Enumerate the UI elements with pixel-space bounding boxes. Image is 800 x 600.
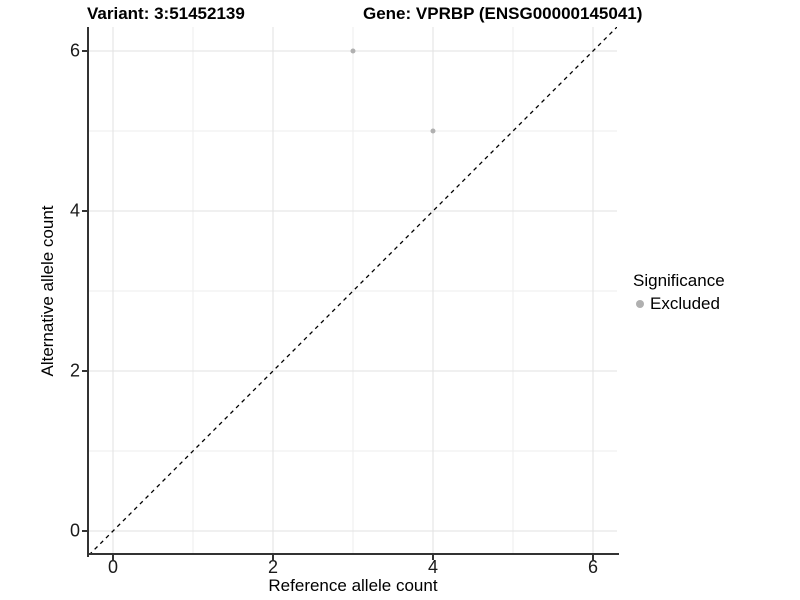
legend: Significance Excluded (633, 271, 725, 314)
y-tick-label: 2 (69, 360, 80, 381)
x-tick-mark (272, 555, 274, 560)
y-tick-label: 4 (69, 200, 80, 221)
y-tick-label: 6 (69, 40, 80, 61)
y-tick-mark (82, 370, 87, 372)
data-point (430, 128, 436, 134)
y-tick-mark (82, 530, 87, 532)
x-tick-label: 6 (587, 557, 599, 577)
y-tick-mark (82, 210, 87, 212)
plot-canvas (89, 27, 617, 555)
x-tick-label: 0 (107, 557, 119, 577)
x-tick-mark (592, 555, 594, 560)
legend-title: Significance (633, 271, 725, 290)
variant-title: Variant: 3:51452139 (87, 4, 245, 23)
x-tick-label: 2 (267, 557, 279, 577)
x-tick-mark (112, 555, 114, 560)
data-point (350, 48, 356, 54)
y-tick-mark (82, 50, 87, 52)
y-axis-line (87, 27, 89, 557)
y-tick-label: 0 (69, 520, 80, 541)
x-tick-mark (432, 555, 434, 560)
x-tick-label: 4 (427, 557, 439, 577)
x-axis-line (87, 553, 619, 555)
excluded-dot-icon (636, 300, 644, 308)
legend-item-label: Excluded (650, 294, 720, 313)
x-axis-title: Reference allele count (268, 576, 438, 595)
legend-item-excluded: Excluded (636, 294, 725, 314)
gene-title: Gene: VPRBP (ENSG00000145041) (363, 4, 643, 23)
plot-panel (89, 27, 617, 555)
y-axis-title: Alternative allele count (38, 205, 57, 377)
